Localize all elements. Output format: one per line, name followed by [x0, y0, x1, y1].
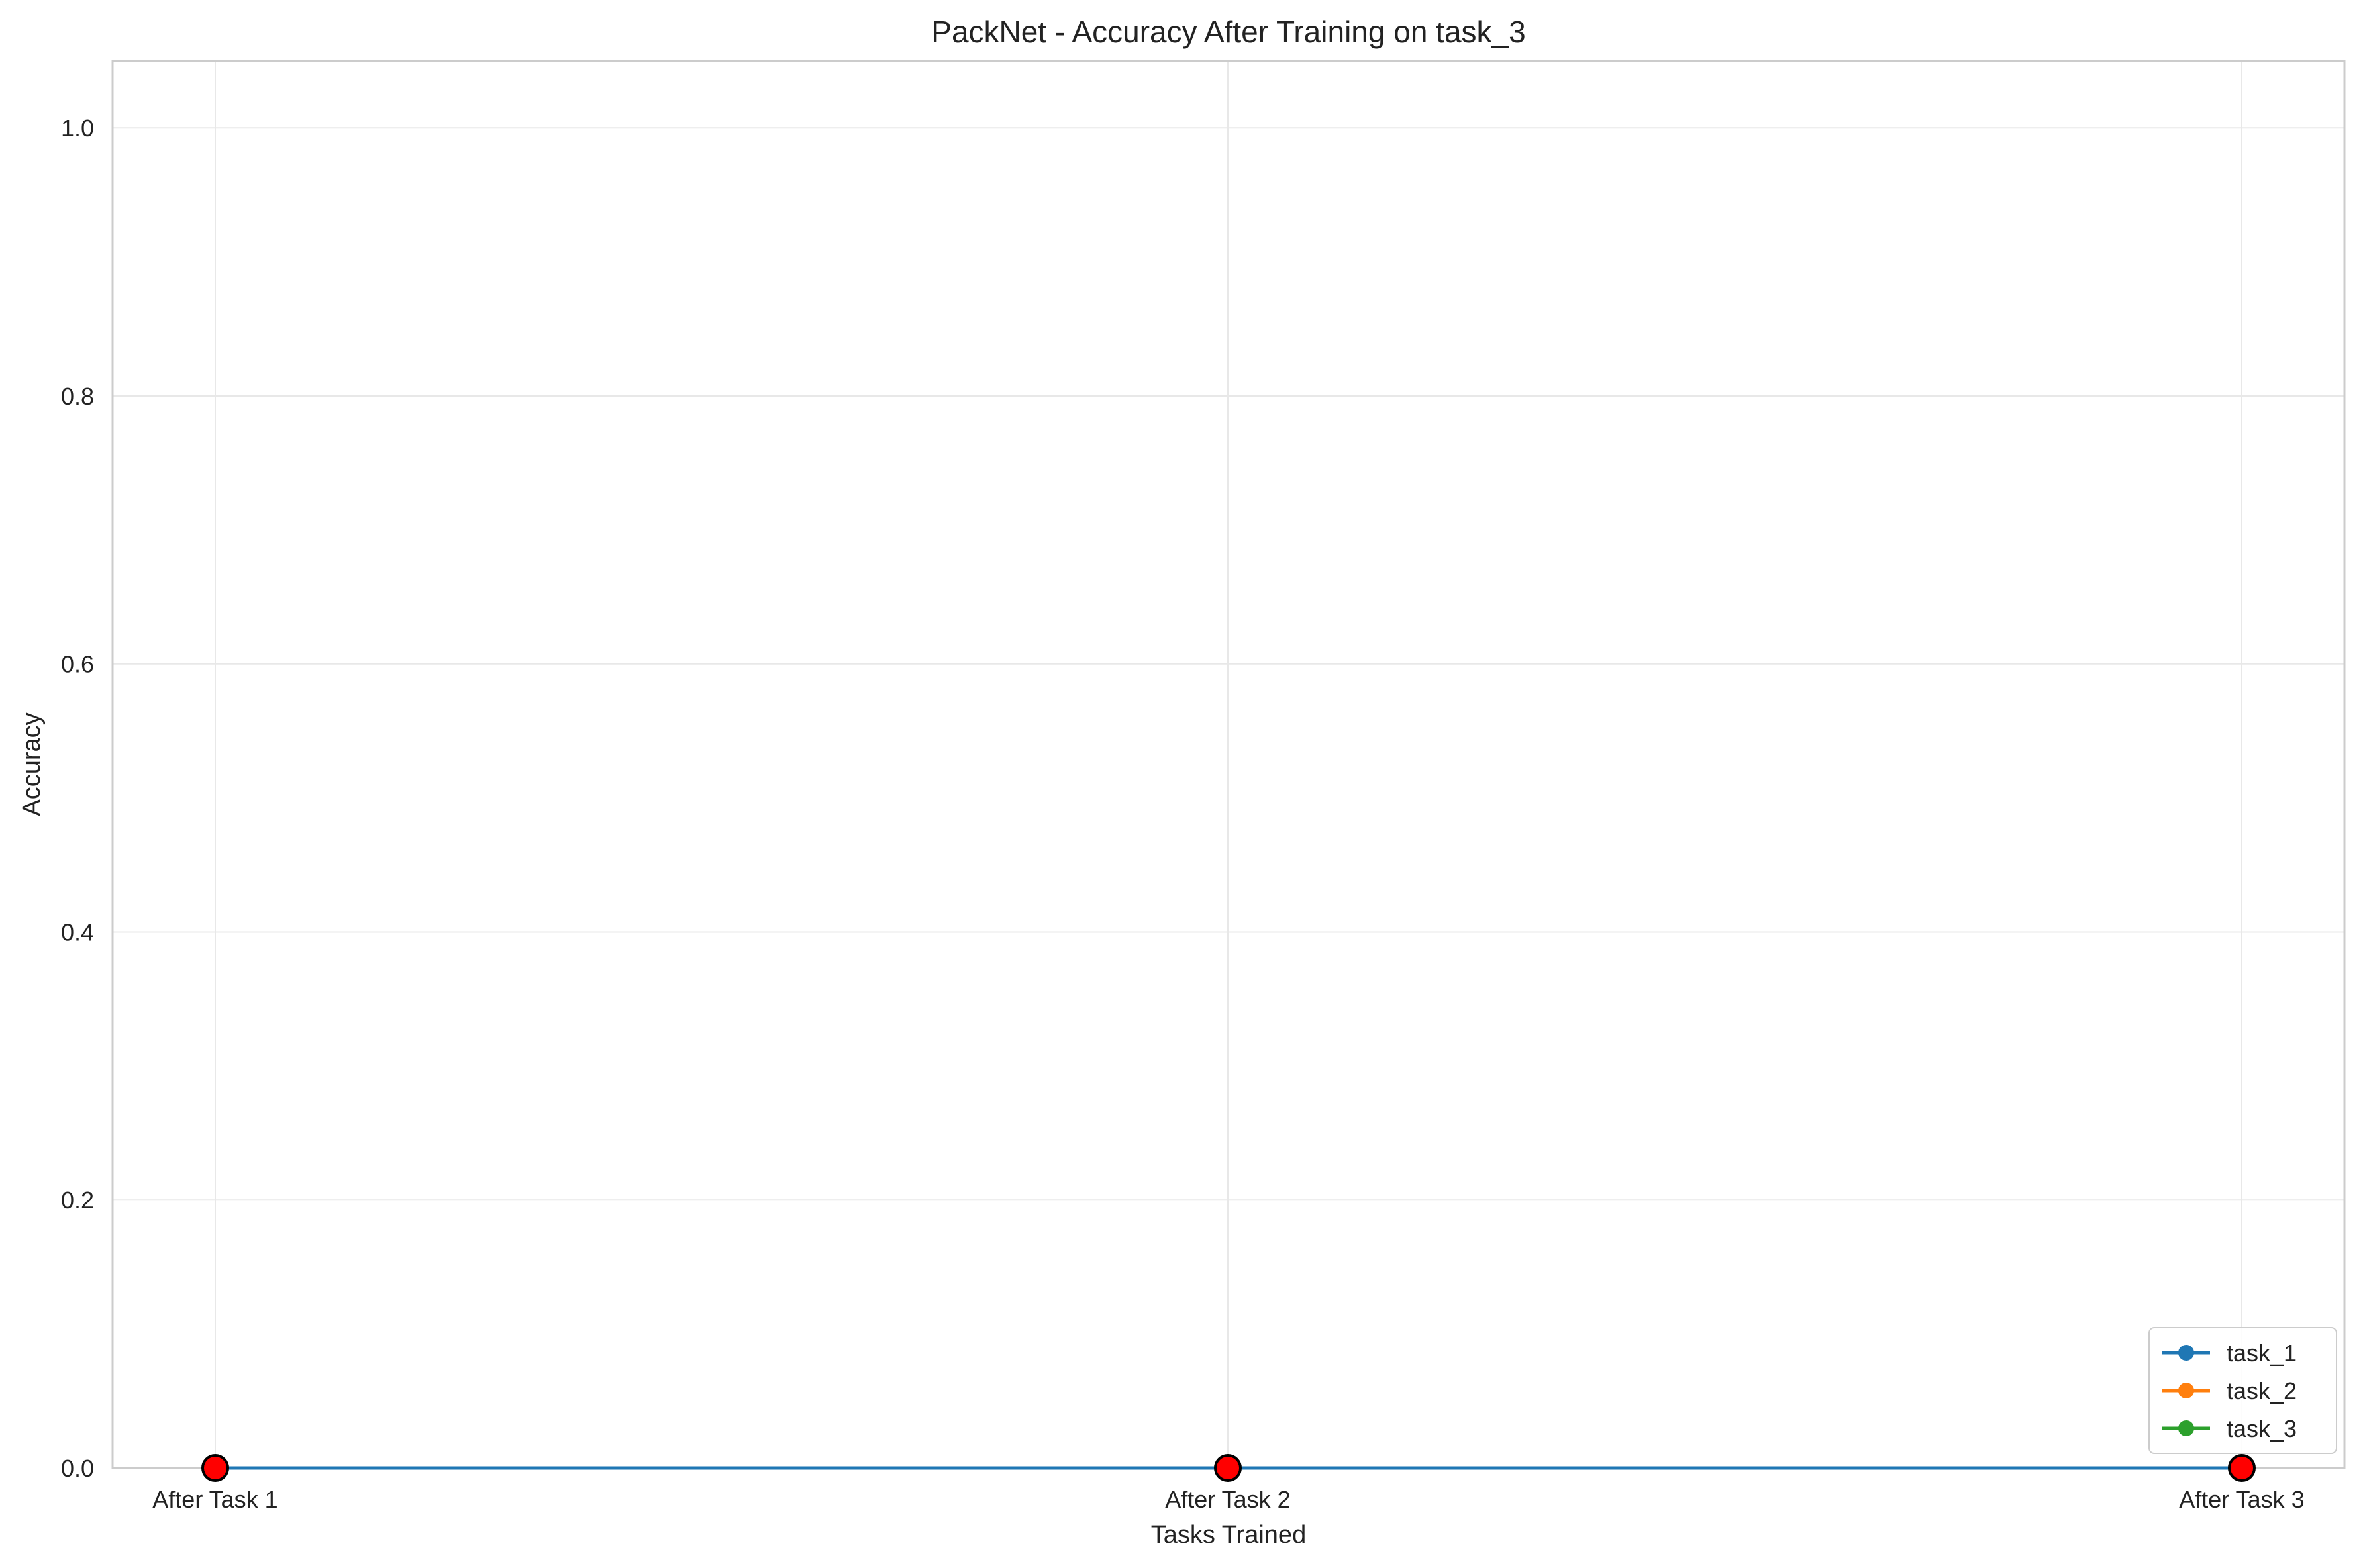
y-tick-label: 0.0 [61, 1455, 94, 1482]
x-tick-labels: After Task 1 After Task 2 After Task 3 [152, 1486, 2304, 1513]
y-tick-labels: 0.0 0.2 0.4 0.6 0.8 1.0 [61, 115, 94, 1482]
y-axis-label: Accuracy [18, 712, 46, 816]
chart-title: PackNet - Accuracy After Training on tas… [931, 15, 1525, 49]
y-tick-label: 1.0 [61, 115, 94, 142]
x-axis-label: Tasks Trained [1151, 1521, 1306, 1549]
x-tick-label: After Task 2 [1165, 1486, 1290, 1513]
highlight-point [201, 1454, 229, 1482]
legend: task_1 task_2 task_3 [2148, 1327, 2337, 1454]
legend-marker-task-1 [2178, 1345, 2194, 1361]
legend-marker-task-2 [2178, 1383, 2194, 1398]
y-tick-label: 0.4 [61, 918, 94, 946]
y-tick-label: 0.6 [61, 651, 94, 678]
x-tick-label: After Task 1 [152, 1486, 277, 1513]
legend-box [2148, 1327, 2337, 1454]
highlight-point [2228, 1454, 2256, 1482]
x-tick-label: After Task 3 [2179, 1486, 2304, 1513]
y-tick-label: 0.2 [61, 1187, 94, 1214]
legend-label-task-2: task_2 [2227, 1377, 2297, 1404]
legend-label-task-3: task_3 [2227, 1415, 2297, 1442]
highlight-point [1214, 1454, 1242, 1482]
legend-marker-task-3 [2178, 1420, 2194, 1436]
grid-layer [113, 61, 2344, 1469]
legend-label-task-1: task_1 [2227, 1340, 2297, 1367]
highlight-layer [201, 1454, 2256, 1482]
y-tick-label: 0.8 [61, 383, 94, 410]
